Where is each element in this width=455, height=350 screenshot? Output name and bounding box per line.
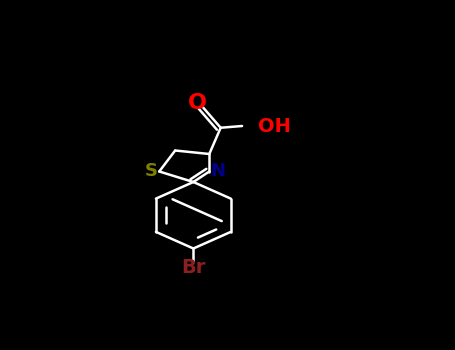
Text: S: S bbox=[145, 162, 157, 181]
Text: OH: OH bbox=[258, 117, 291, 135]
Text: N: N bbox=[210, 162, 225, 181]
Text: O: O bbox=[187, 92, 207, 113]
Text: Br: Br bbox=[181, 258, 206, 277]
